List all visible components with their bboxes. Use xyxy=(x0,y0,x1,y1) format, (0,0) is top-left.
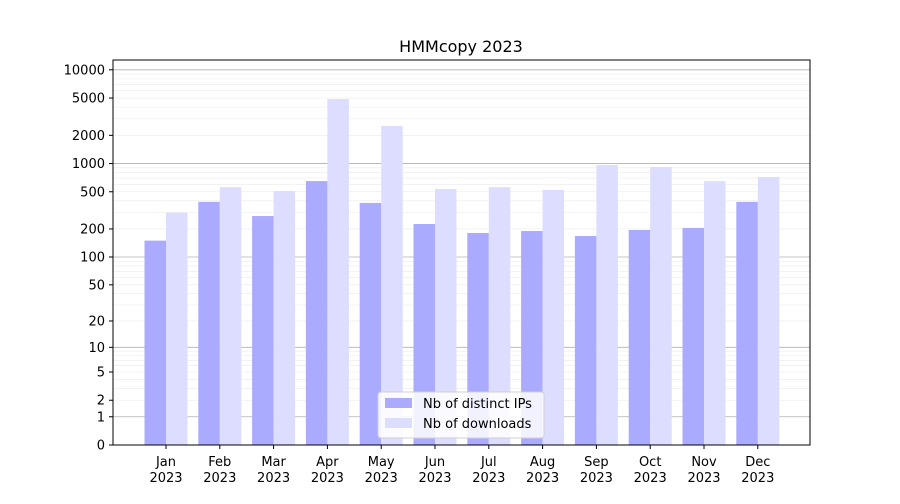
y-tick-label: 1 xyxy=(97,410,105,425)
legend-swatch xyxy=(385,418,412,428)
y-tick-label: 200 xyxy=(80,222,105,237)
legend-label: Nb of downloads xyxy=(423,417,532,432)
bar-downloads xyxy=(327,99,349,445)
bar-distinct-ips xyxy=(628,229,651,445)
x-tick-label: Dec 2023 xyxy=(741,455,774,486)
bar-downloads xyxy=(273,190,296,445)
bar-downloads xyxy=(596,164,618,446)
x-tick-label: Feb 2023 xyxy=(203,455,236,486)
bar-distinct-ips xyxy=(413,224,435,445)
y-tick-label: 5000 xyxy=(72,92,105,107)
bar-distinct-ips xyxy=(682,227,704,445)
y-tick-label: 500 xyxy=(80,185,105,200)
bar-downloads xyxy=(435,189,457,445)
bar-downloads xyxy=(650,166,672,445)
x-tick-label: Sep 2023 xyxy=(580,455,613,486)
x-tick-label: May 2023 xyxy=(365,455,398,486)
y-tick-label: 10 xyxy=(88,341,105,356)
bar-downloads xyxy=(704,181,726,445)
legend-label: Nb of distinct IPs xyxy=(423,397,532,412)
legend xyxy=(377,391,545,439)
y-tick-label: 100 xyxy=(80,250,105,265)
x-tick-label: Aug 2023 xyxy=(526,455,559,486)
y-tick-label: 1000 xyxy=(72,157,105,172)
y-tick-label: 10000 xyxy=(64,63,105,78)
plot-frame xyxy=(112,59,811,446)
x-tick-label: Oct 2023 xyxy=(634,455,667,486)
x-tick-label: Jan 2023 xyxy=(149,455,182,486)
x-tick-label: Nov 2023 xyxy=(687,455,720,486)
bar-distinct-ips xyxy=(574,236,597,445)
bar-downloads xyxy=(166,212,188,445)
bar-distinct-ips xyxy=(252,216,274,445)
x-tick-label: Jul 2023 xyxy=(472,455,505,486)
y-tick-label: 2 xyxy=(97,394,105,409)
legend-swatch xyxy=(385,398,412,408)
x-tick-label: Jun 2023 xyxy=(418,455,451,486)
bar-downloads xyxy=(757,176,780,445)
bar-distinct-ips xyxy=(305,181,328,445)
chart-title: HMMcopy 2023 xyxy=(399,37,523,56)
bar-downloads xyxy=(219,187,242,445)
y-tick-label: 0 xyxy=(97,439,105,454)
bar-downloads xyxy=(542,189,565,445)
y-tick-label: 2000 xyxy=(72,129,105,144)
bar-distinct-ips xyxy=(736,201,758,445)
bar-downloads xyxy=(488,187,511,445)
bar-distinct-ips xyxy=(198,201,220,445)
bar-distinct-ips xyxy=(144,240,166,445)
bar-downloads xyxy=(381,125,403,445)
y-tick-label: 20 xyxy=(88,314,105,329)
y-tick-label: 50 xyxy=(88,278,105,293)
x-tick-label: Mar 2023 xyxy=(257,455,290,486)
y-tick-label: 5 xyxy=(97,366,105,381)
bar-distinct-ips xyxy=(359,202,382,445)
x-tick-label: Apr 2023 xyxy=(311,455,344,486)
